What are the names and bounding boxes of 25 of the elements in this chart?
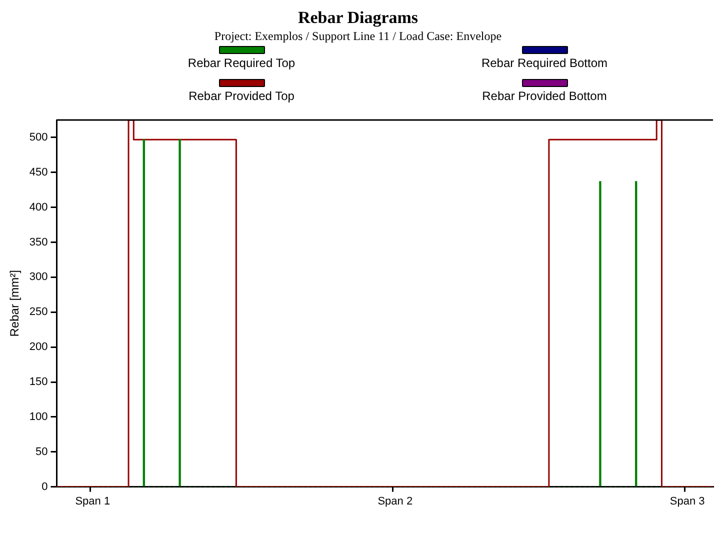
legend-label: Rebar Required Top [188, 56, 296, 70]
y-tick-label: 250 [29, 306, 48, 318]
chart-title: Rebar Diagrams [296, 8, 420, 28]
y-tick-label: 450 [29, 166, 48, 178]
y-tick-label: 400 [29, 201, 48, 214]
x-tick-label: Span 3 [670, 495, 705, 508]
y-tick-label: 500 [29, 132, 48, 144]
legend-label: Rebar Required Bottom [481, 56, 608, 70]
chart-subtitle: Project: Exemplos / Support Line 11 / Load Case: Envelope [213, 28, 503, 44]
y-tick-label: 300 [29, 271, 48, 284]
legend-label: Rebar Provided Top [188, 89, 294, 103]
x-tick-label: Span 1 [75, 495, 110, 508]
y-tick-label: 100 [29, 410, 48, 423]
y-tick-label: 0 [42, 480, 48, 493]
bar [142, 139, 145, 486]
bar [635, 181, 638, 486]
y-tick-label: 350 [29, 236, 48, 248]
legend-label: Rebar Provided Bottom [482, 89, 607, 103]
y-axis-title: Rebar [mm²] [8, 270, 22, 337]
bar [599, 181, 602, 486]
y-tick-label: 50 [36, 446, 48, 458]
bar [178, 139, 181, 486]
x-tick-label: Span 2 [378, 495, 413, 508]
y-tick-label: 200 [29, 341, 48, 354]
y-tick-label: 150 [29, 376, 48, 388]
